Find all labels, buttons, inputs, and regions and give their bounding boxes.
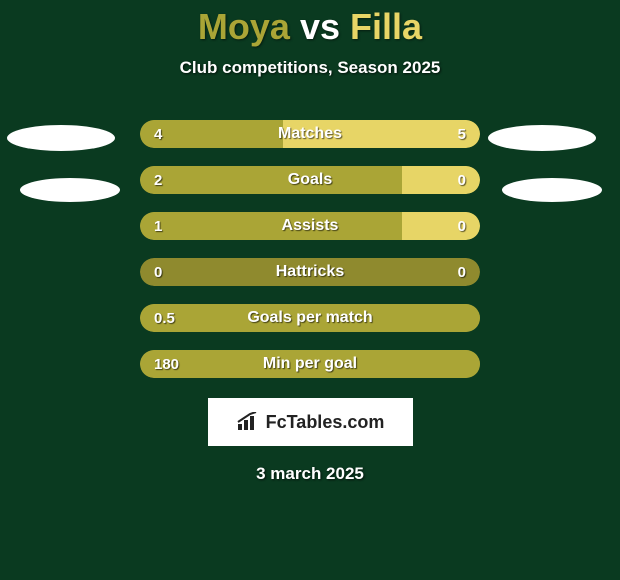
right-photo-placeholder-1	[488, 125, 596, 151]
stat-row-left-value: 1	[154, 212, 162, 240]
logo-text: FcTables.com	[266, 412, 385, 433]
stat-row-label: Goals	[140, 166, 480, 194]
right-photo-placeholder-2	[502, 178, 602, 202]
page-title: Moya vs Filla	[0, 6, 620, 48]
title-right: Filla	[350, 6, 422, 47]
stat-row-right-value: 5	[458, 120, 466, 148]
stat-row: Goals per match0.5	[140, 304, 480, 332]
title-vs: vs	[300, 6, 340, 47]
stat-row-right-value: 0	[458, 258, 466, 286]
left-photo-placeholder-2	[20, 178, 120, 202]
stat-row-label: Goals per match	[140, 304, 480, 332]
stat-row: Goals2 0	[140, 166, 480, 194]
stat-row: Matches4 5	[140, 120, 480, 148]
date: 3 march 2025	[0, 464, 620, 484]
stat-row-label: Hattricks	[140, 258, 480, 286]
stat-rows: Matches45Goals20Assists10Hattricks00Goal…	[140, 120, 480, 378]
stat-row: Hattricks0 0	[140, 258, 480, 286]
stat-row-left-value: 0.5	[154, 304, 175, 332]
stat-row: Min per goal180	[140, 350, 480, 378]
title-left: Moya	[198, 6, 290, 47]
chart-icon	[236, 412, 260, 432]
stat-row-label: Matches	[140, 120, 480, 148]
stat-row-label: Assists	[140, 212, 480, 240]
stat-row: Assists1 0	[140, 212, 480, 240]
subtitle: Club competitions, Season 2025	[0, 58, 620, 78]
stat-row-left-value: 2	[154, 166, 162, 194]
content: Moya vs Filla Club competitions, Season …	[0, 0, 620, 580]
stat-row-left-value: 4	[154, 120, 162, 148]
stat-row-left-value: 0	[154, 258, 162, 286]
stat-row-left-value: 180	[154, 350, 179, 378]
stat-row-label: Min per goal	[140, 350, 480, 378]
stat-row-right-value: 0	[458, 166, 466, 194]
logo-box: FcTables.com	[208, 398, 413, 446]
stat-row-right-value: 0	[458, 212, 466, 240]
left-photo-placeholder-1	[7, 125, 115, 151]
